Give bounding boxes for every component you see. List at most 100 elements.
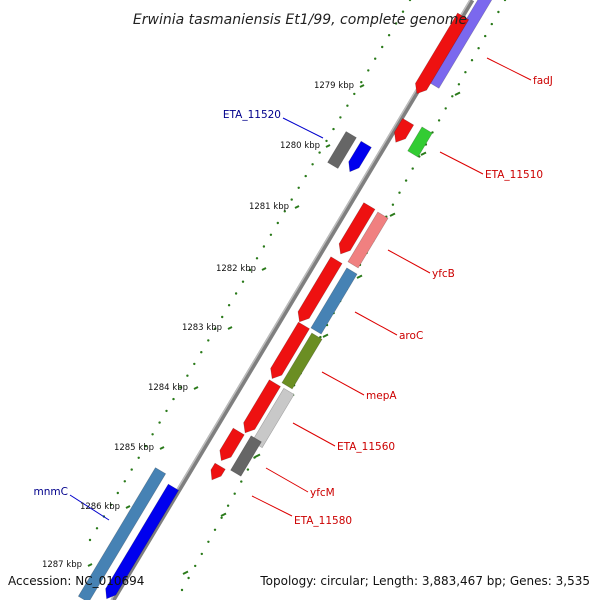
- outer-tick-dot: [180, 588, 184, 592]
- inner-major-tick: [159, 446, 165, 450]
- inner-tick-dot: [116, 491, 120, 495]
- eta_11510-label: ETA_11510: [485, 169, 543, 181]
- inner-tick-dot: [325, 139, 328, 143]
- outer-major-tick: [254, 453, 261, 458]
- inner-tick-dot: [88, 538, 92, 542]
- eta_11520-leader-line: [282, 117, 324, 139]
- gene-feature: [415, 12, 470, 95]
- mnmc-gene-feature: [77, 467, 167, 600]
- yfcm-leader-line: [265, 467, 309, 493]
- outer-tick-dot: [240, 480, 243, 483]
- inner-tick-dot: [158, 421, 161, 424]
- inner-tick-dot: [401, 10, 405, 13]
- inner-tick-dot: [207, 339, 210, 342]
- outer-major-tick: [356, 274, 363, 279]
- inner-tick-dot: [367, 69, 370, 72]
- inner-tick-dot: [318, 151, 321, 154]
- inner-major-tick: [294, 205, 300, 209]
- mepa-gene-feature: [281, 332, 323, 390]
- inner-tick-dot: [255, 257, 259, 260]
- inner-tick-dot: [394, 22, 398, 25]
- inner-tick-dot: [297, 186, 300, 189]
- inner-major-tick: [325, 144, 331, 148]
- eta_11520-label: ETA_11520: [223, 109, 281, 121]
- map-title: Erwinia tasmaniensis Et1/99, complete ge…: [133, 12, 467, 28]
- inner-tick-dot: [95, 527, 99, 530]
- gene-feature: [394, 117, 415, 143]
- mepa-leader-line: [321, 371, 365, 396]
- inner-tick-dot: [360, 81, 363, 84]
- inner-tick-dot: [346, 104, 349, 107]
- inner-tick-dot: [193, 362, 196, 366]
- eta-11580-label: ETA_11580: [294, 515, 352, 527]
- gene-features: [77, 0, 493, 600]
- inner-tick-dot: [123, 480, 127, 483]
- tick-label: 1283 kbp: [182, 323, 222, 333]
- tick-labels: 1279 kbp 1280 kbp 1281 kbp 1282 kbp 1283 kbp…: [42, 81, 354, 570]
- inner-tick-dot: [227, 304, 231, 307]
- inner-tick-dot: [311, 163, 314, 166]
- inner-major-tick: [359, 84, 365, 88]
- gene-feature: [219, 427, 245, 462]
- inner-major-tick: [261, 267, 267, 271]
- inner-tick-dot: [172, 397, 175, 401]
- yfcb-label: yfcB: [432, 268, 455, 280]
- fadj-label: fadJ: [533, 75, 553, 87]
- inner-tick-dot: [221, 315, 224, 319]
- inner-major-tick: [193, 386, 199, 390]
- outer-major-tick: [389, 212, 396, 217]
- inner-tick-dot: [151, 433, 154, 436]
- outer-tick-dot: [246, 468, 250, 471]
- outer-tick-dot: [497, 10, 500, 14]
- outer-tick-dot: [200, 552, 203, 556]
- outer-tick-dot: [404, 179, 408, 182]
- aroc-label: aroC: [399, 330, 423, 342]
- inner-tick-dot: [248, 268, 252, 272]
- outer-tick-dot: [503, 0, 507, 2]
- eta_11560-leader-line: [292, 422, 336, 447]
- outer-tick-dot: [490, 22, 493, 26]
- outer-tick-dot: [437, 119, 441, 122]
- inner-tick-dot: [214, 327, 217, 330]
- inner-tick-dot: [290, 198, 293, 201]
- tick-label: 1287 kbp: [42, 560, 82, 570]
- inner-tick-dot: [130, 468, 133, 471]
- inner-tick-dot: [165, 409, 168, 413]
- tick-label: 1286 kbp: [80, 502, 120, 512]
- inner-tick-dot: [408, 0, 412, 2]
- inner-tick-dot: [186, 374, 189, 377]
- inner-tick-dot: [179, 386, 182, 389]
- gene-feature: [105, 483, 180, 600]
- gene-feature: [243, 379, 281, 434]
- mnmc-leader-line: [69, 494, 110, 521]
- inner-tick-dot: [144, 444, 147, 448]
- outer-tick-dot: [457, 83, 461, 86]
- topology-label: Topology: circular; Length: 3,883,467 bp…: [260, 574, 590, 588]
- inner-tick-dot: [339, 116, 342, 119]
- tick-label: 1281 kbp: [249, 202, 289, 212]
- aroc-leader-line: [354, 311, 398, 336]
- inner-tick-dot: [276, 221, 279, 225]
- outer-tick-dot: [391, 203, 395, 206]
- yfcm-label: yfcM: [310, 487, 335, 499]
- eta_11560-gene-feature: [251, 387, 295, 449]
- gene-feature: [270, 321, 310, 380]
- outer-tick-dot: [398, 191, 401, 194]
- eta_11560-label: ETA_11560: [337, 441, 395, 453]
- eta_11510-gene-feature: [407, 126, 433, 158]
- yfcb-leader-line: [387, 249, 431, 274]
- inner-tick-dot: [234, 292, 238, 295]
- outer-tick-dot: [194, 564, 197, 568]
- tick-label: 1279 kbp: [314, 81, 354, 91]
- inner-tick-dot: [137, 456, 140, 459]
- inner-major-tick: [227, 326, 233, 330]
- tick-label: 1285 kbp: [114, 443, 154, 453]
- eta-11580-leader-line: [251, 495, 293, 517]
- inner-major-tick: [125, 505, 131, 509]
- gene-feature: [348, 140, 372, 173]
- inner-tick-dot: [304, 174, 307, 178]
- outer-tick-dot: [187, 576, 190, 580]
- gene-feature: [297, 256, 343, 323]
